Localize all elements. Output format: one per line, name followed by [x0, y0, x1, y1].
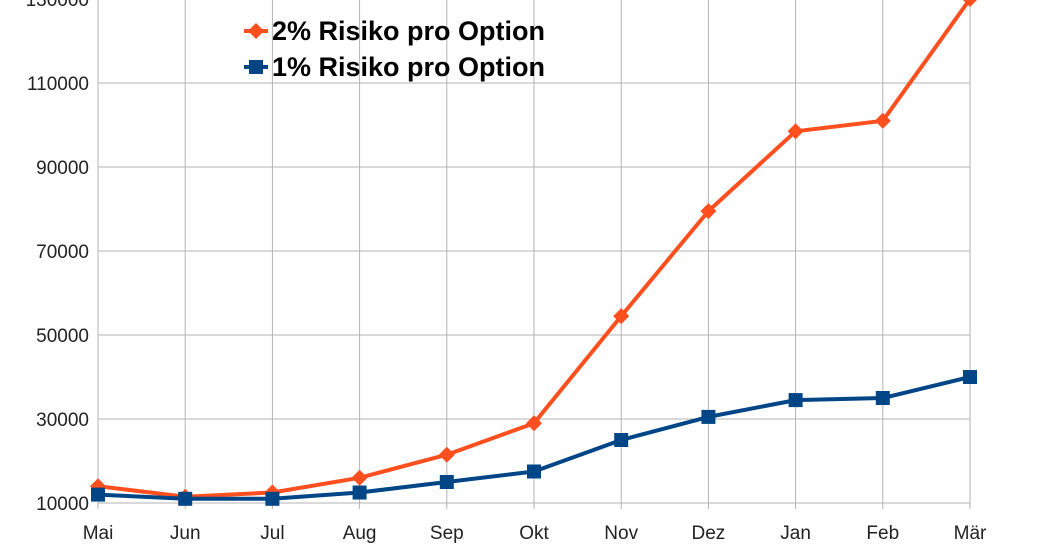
legend-marker-icon — [249, 60, 263, 74]
x-tick-label: Nov — [604, 523, 638, 544]
x-tick-label: Jul — [260, 523, 284, 544]
legend-item-1: 2% Risiko pro Option — [244, 16, 545, 46]
data-point-marker — [700, 203, 717, 220]
data-point-marker — [963, 0, 977, 7]
y-tick-label: 110000 — [27, 74, 89, 95]
x-tick-label: Feb — [866, 523, 899, 544]
x-tick-label: Jun — [170, 523, 201, 544]
data-point-marker — [527, 464, 541, 479]
data-point-marker — [788, 393, 803, 408]
gridlines — [97, 0, 971, 509]
x-tick-label: Dez — [692, 523, 726, 544]
data-point-marker — [875, 391, 890, 405]
y-tick-label: 70000 — [36, 242, 89, 263]
data-point-marker — [963, 370, 977, 384]
data-point-marker — [439, 475, 454, 489]
x-tick-label: Jan — [780, 523, 811, 544]
x-tick-label: Mär — [954, 523, 987, 544]
data-point-marker — [526, 415, 542, 432]
legend-label: 2% Risiko pro Option — [272, 16, 545, 46]
data-point-marker — [614, 433, 629, 447]
legend-label: 1% Risiko pro Option — [272, 52, 545, 82]
axes — [97, 0, 970, 504]
data-point-marker — [265, 491, 280, 506]
tick-labels: 10000 30000 50000 70000 90000 110000 130000 Mai… — [26, 0, 987, 544]
x-tick-label: Mai — [83, 523, 114, 544]
y-tick-label: 130000 — [26, 0, 89, 11]
legend-item-2: 1% Risiko pro Option — [244, 52, 545, 82]
y-tick-label: 10000 — [36, 494, 89, 515]
y-tick-label: 50000 — [36, 326, 89, 347]
series-lines — [90, 0, 977, 506]
series-2 — [91, 370, 977, 506]
data-point-marker — [787, 123, 804, 140]
data-point-marker — [178, 491, 193, 506]
x-tick-label: Aug — [343, 523, 377, 544]
x-tick-label: Okt — [519, 523, 549, 544]
data-point-marker — [351, 469, 368, 486]
legend: 2% Risiko pro Option 1% Risiko pro Option — [244, 16, 545, 82]
data-point-marker — [438, 446, 455, 463]
data-point-marker — [91, 487, 105, 502]
legend-marker-icon — [248, 23, 264, 39]
y-tick-label: 90000 — [36, 158, 89, 179]
data-point-marker — [701, 409, 716, 424]
x-tick-label: Sep — [430, 523, 464, 544]
data-point-marker — [352, 485, 367, 500]
y-tick-label: 30000 — [36, 410, 89, 431]
data-point-marker — [874, 112, 891, 129]
data-point-marker — [613, 308, 630, 325]
